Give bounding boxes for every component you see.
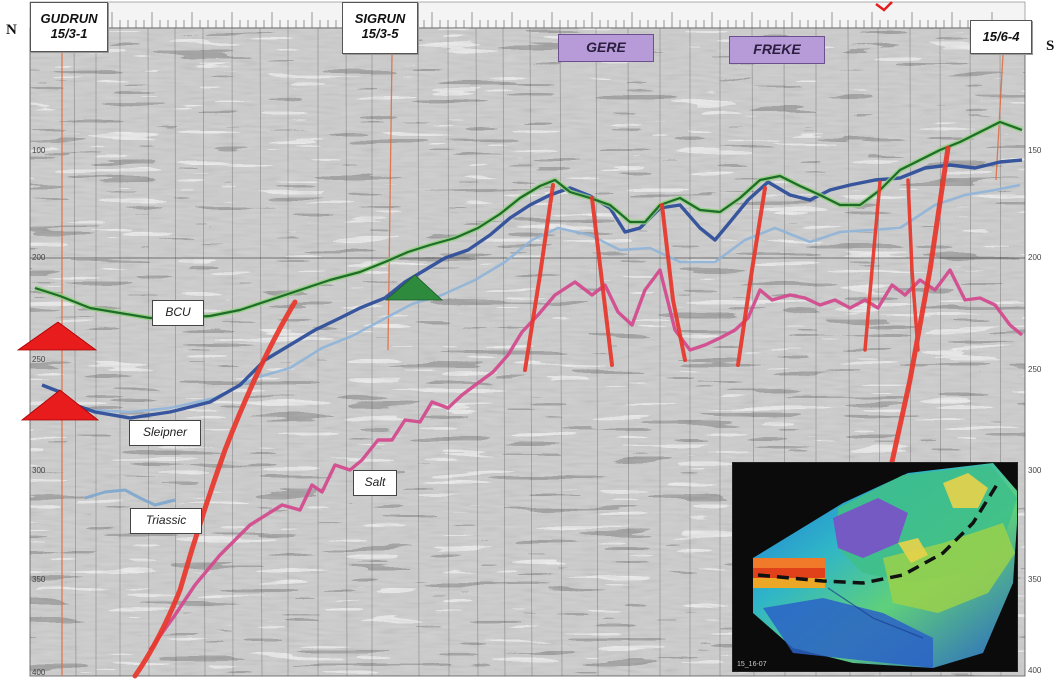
- well-name: SIGRUN: [354, 11, 406, 26]
- trace-guide-line: [345, 27, 348, 677]
- horizon-label-sleipner: Sleipner: [129, 420, 201, 446]
- trace-guide-line: [174, 27, 177, 677]
- well-id: 15/3-1: [50, 26, 88, 41]
- trace-guide-line: [147, 27, 150, 677]
- axis-tick-left: 350: [32, 575, 46, 584]
- well-label-sigrun: SIGRUN 15/3-5: [342, 2, 418, 54]
- well-name: GUDRUN: [40, 11, 98, 26]
- horizon-label-triassic: Triassic: [130, 508, 202, 534]
- inset-3d-map: 15_16-07: [732, 462, 1018, 672]
- trace-guide-line: [259, 27, 263, 677]
- axis-tick-left: 100: [32, 146, 46, 155]
- axis-tick-right: 300: [1028, 466, 1042, 475]
- trace-guide-line: [202, 27, 206, 677]
- trace-guide-line: [417, 27, 420, 677]
- inset-map-drawing: [733, 463, 1017, 671]
- axis-tick-right: 200: [1028, 253, 1042, 262]
- horizon-label-bcu: BCU: [152, 300, 204, 326]
- well-id: 15/3-5: [361, 26, 399, 41]
- trace-guide-line: [529, 27, 533, 677]
- axis-tick-left: 200: [32, 253, 46, 262]
- axis-tick-left: 250: [32, 355, 46, 364]
- trace-guide-line: [595, 27, 599, 677]
- trace-guide-line: [73, 27, 77, 677]
- trace-guide-line: [447, 27, 450, 677]
- trace-guide-line: [475, 27, 479, 677]
- axis-tick-left: 400: [32, 668, 46, 677]
- inset-caption: 15_16-07: [737, 661, 767, 668]
- axis-tick-right: 400: [1028, 666, 1042, 675]
- trace-guide-line: [231, 27, 234, 677]
- well-id: 15/6-4: [982, 29, 1020, 44]
- field-label-freke: FREKE: [729, 36, 825, 64]
- south-label: S: [1046, 38, 1055, 54]
- axis-tick-right: 150: [1028, 146, 1042, 155]
- well-label-15-6-4: 15/6-4: [970, 20, 1032, 54]
- trace-guide-line: [627, 27, 630, 677]
- trace-guide-line: [502, 27, 506, 677]
- trace-guide-line: [559, 27, 563, 677]
- axis-tick-left: 300: [32, 466, 46, 475]
- axis-tick-right: 350: [1028, 575, 1042, 584]
- well-label-gudrun: GUDRUN 15/3-1: [30, 2, 108, 52]
- horizon-label-salt: Salt: [353, 470, 397, 496]
- axis-tick-right: 250: [1028, 365, 1042, 374]
- north-label: N: [6, 22, 17, 38]
- field-label-gere: GERE: [558, 34, 654, 62]
